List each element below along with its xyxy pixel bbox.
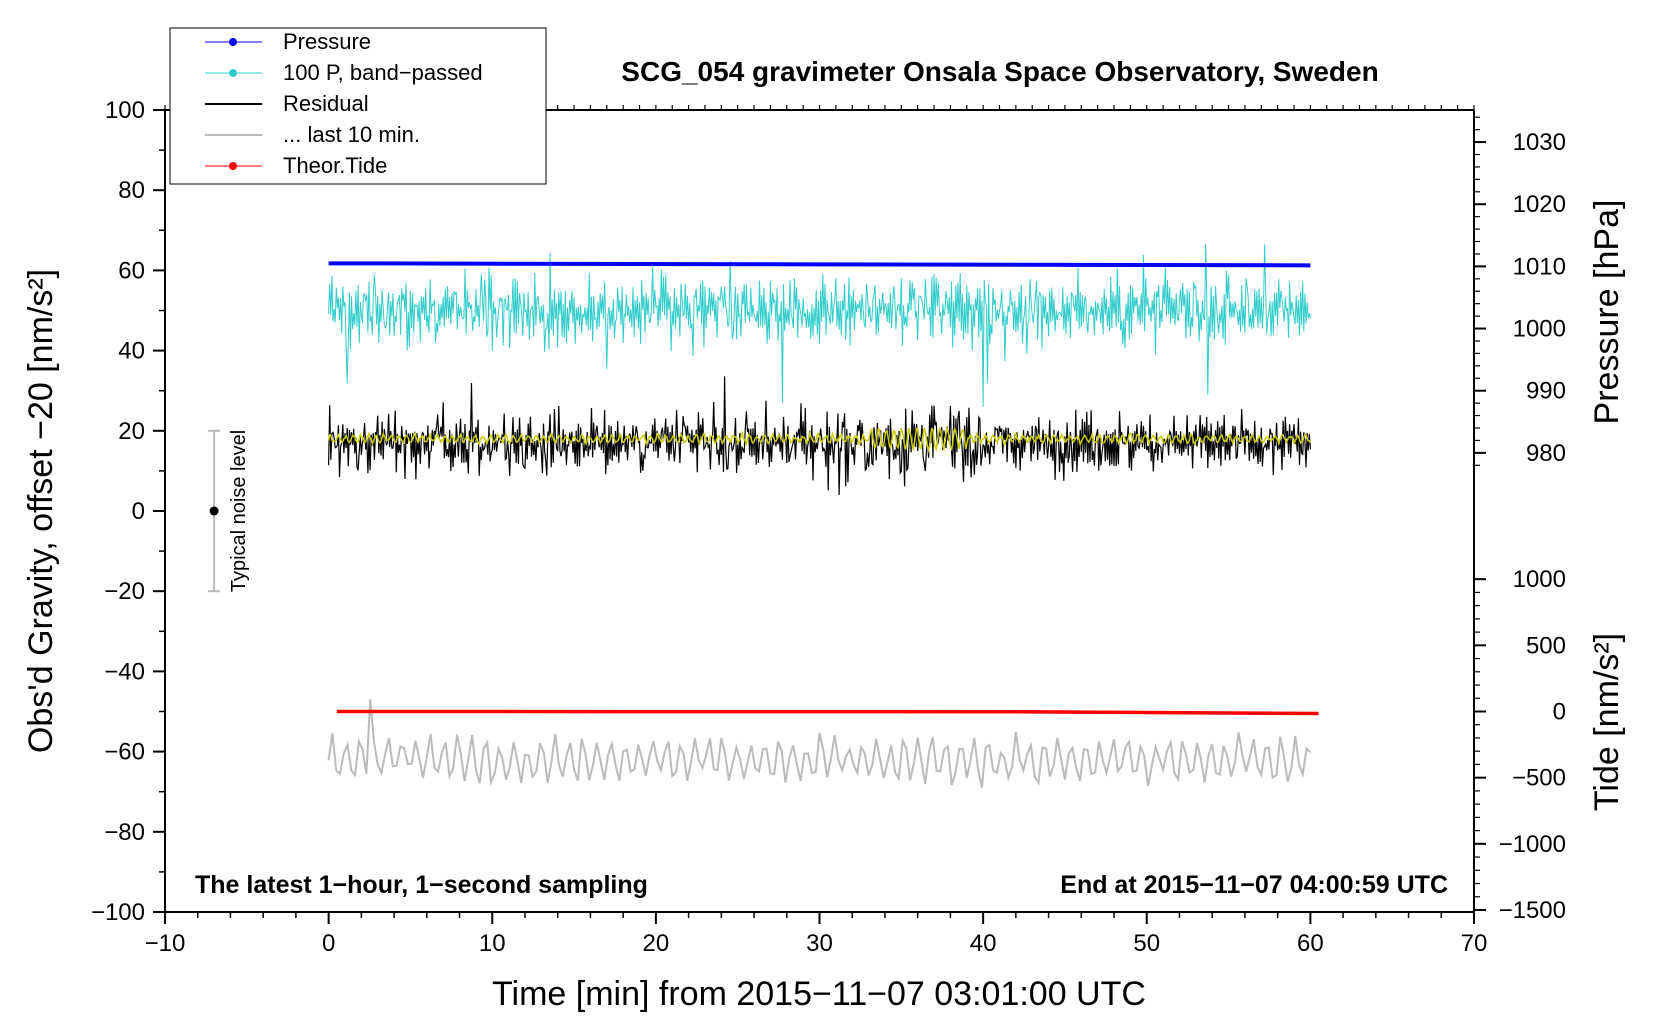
legend-swatches bbox=[205, 38, 262, 170]
y-tick-label: −60 bbox=[104, 739, 145, 766]
tide-tick-label: −1000 bbox=[1499, 831, 1566, 858]
pressure-tick-label: 980 bbox=[1526, 440, 1566, 467]
noise-label: Typical noise level bbox=[228, 430, 250, 592]
tide-tick-label: 1000 bbox=[1513, 566, 1566, 593]
y-tick-label: 100 bbox=[105, 97, 145, 124]
noise-bar-center bbox=[209, 506, 219, 516]
y-tick-label: 80 bbox=[118, 177, 145, 204]
series-theor-tide bbox=[336, 709, 1319, 716]
pressure-tick-label: 1030 bbox=[1513, 129, 1566, 156]
x-tick-label: 60 bbox=[1297, 930, 1324, 957]
legend-label-pressure: Pressure bbox=[283, 29, 371, 54]
x-tick-label: 50 bbox=[1133, 930, 1160, 957]
legend-label-residual: Residual bbox=[283, 91, 369, 116]
legend-swatch-dot bbox=[229, 38, 237, 46]
y-tick-label: −40 bbox=[104, 658, 145, 685]
tide-axis-label: Tide [nm/s²] bbox=[1588, 633, 1626, 811]
pressure-tick-label: 1000 bbox=[1513, 316, 1566, 343]
legend-label-last10: ... last 10 min. bbox=[283, 122, 420, 147]
series-last-10-min bbox=[327, 699, 1312, 788]
series-residual-smoothed bbox=[327, 426, 1312, 454]
legend-label-bandpassed: 100 P, band−passed bbox=[283, 60, 483, 85]
tide-tick-label: 500 bbox=[1526, 632, 1566, 659]
axes bbox=[164, 109, 1475, 913]
x-axis-label: Time [min] from 2015−11−07 03:01:00 UTC bbox=[492, 975, 1146, 1013]
annotation-end-time: End at 2015−11−07 04:00:59 UTC bbox=[1060, 871, 1448, 899]
series-band-passed-pressure bbox=[328, 243, 1311, 407]
pressure-tick-label: 1020 bbox=[1513, 191, 1566, 218]
series-pressure bbox=[328, 261, 1311, 268]
tide-tick-label: −500 bbox=[1512, 765, 1566, 792]
noise-indicator bbox=[208, 429, 221, 593]
legend: Pressure 100 P, band−passed Residual ...… bbox=[169, 27, 547, 185]
x-tick-label: 0 bbox=[322, 930, 335, 957]
y-tick-label: 60 bbox=[118, 257, 145, 284]
x-tick-label: −10 bbox=[145, 930, 186, 957]
legend-label-tide: Theor.Tide bbox=[283, 153, 387, 178]
x-tick-label: 20 bbox=[643, 930, 670, 957]
x-tick-label: 30 bbox=[806, 930, 833, 957]
tide-tick-label: −1500 bbox=[1499, 897, 1566, 924]
legend-swatch-dot bbox=[229, 69, 237, 77]
y-tick-label: −100 bbox=[91, 899, 145, 926]
tide-tick-label: 0 bbox=[1553, 699, 1566, 726]
y-tick-label: 20 bbox=[118, 418, 145, 445]
y-tick-label: 0 bbox=[132, 498, 145, 525]
y-axis-label: Obs'd Gravity, offset −20 [nm/s²] bbox=[22, 269, 60, 753]
annotation-sampling: The latest 1−hour, 1−second sampling bbox=[195, 871, 648, 899]
legend-box bbox=[169, 27, 547, 185]
x-tick-label: 10 bbox=[479, 930, 506, 957]
pressure-tick-label: 990 bbox=[1526, 378, 1566, 405]
x-tick-label: 70 bbox=[1461, 930, 1488, 957]
tick-group: −10 0 10 20 30 40 50 60 70100806040200−20−40−60−… bbox=[91, 97, 1566, 957]
legend-swatch-dot bbox=[229, 162, 237, 170]
pressure-axis-label: Pressure [hPa] bbox=[1588, 200, 1626, 425]
x-tick-label: 40 bbox=[970, 930, 997, 957]
pressure-tick-label: 1010 bbox=[1513, 253, 1566, 280]
y-tick-label: 40 bbox=[118, 338, 145, 365]
y-tick-label: −80 bbox=[104, 819, 145, 846]
chart-title: SCG_054 gravimeter Onsala Space Observat… bbox=[621, 56, 1378, 87]
y-tick-label: −20 bbox=[104, 578, 145, 605]
plot-area bbox=[327, 243, 1319, 788]
